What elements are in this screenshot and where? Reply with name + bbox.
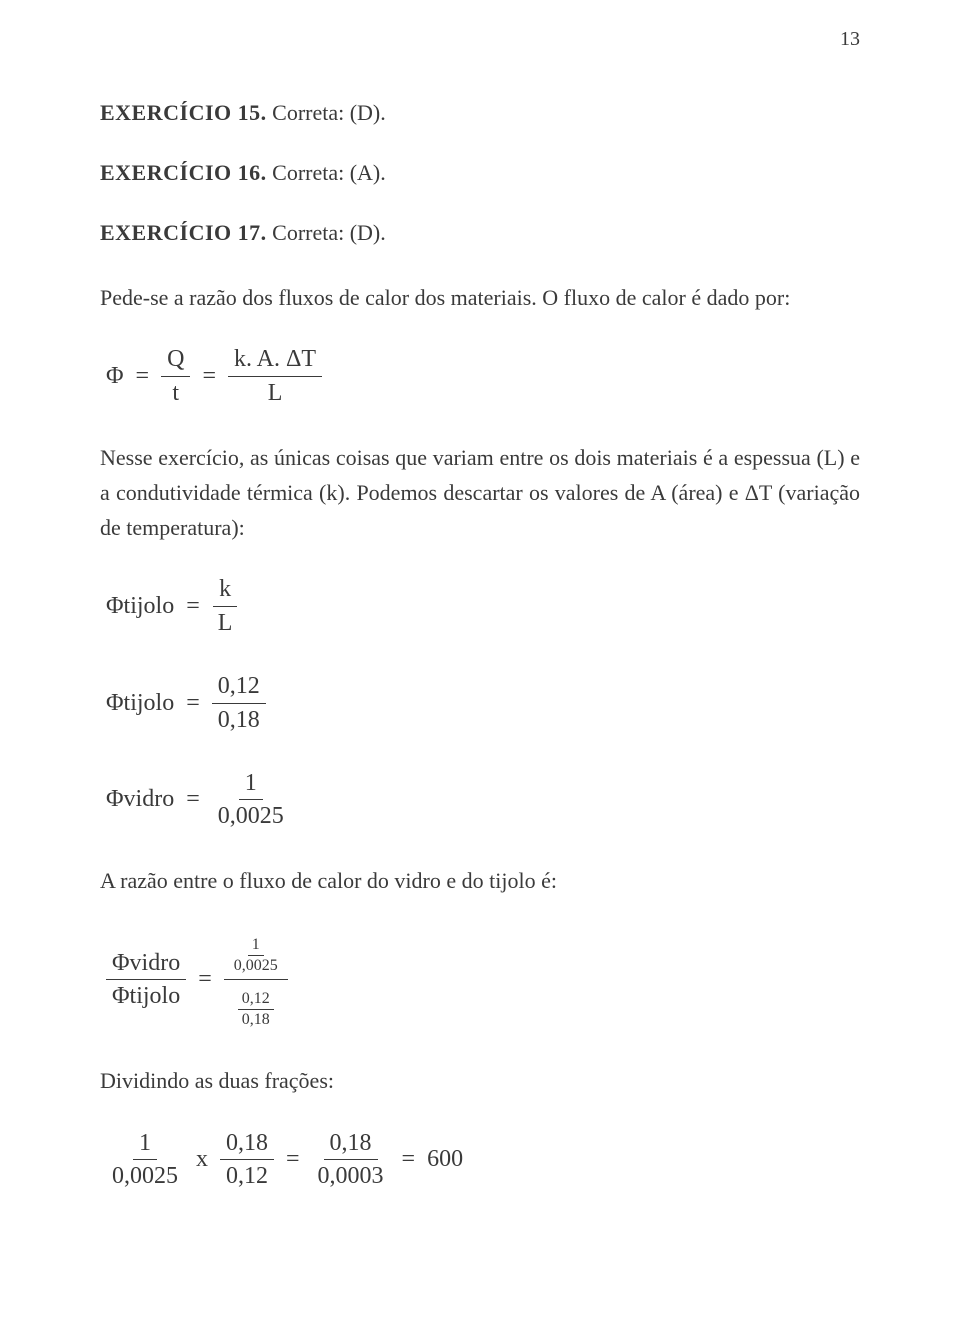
eq5-rhs-bot-num: 0,12: [238, 989, 274, 1010]
exercise-16: EXERCÍCIO 16. Correta: (A).: [100, 160, 860, 186]
paragraph-1: Pede-se a razão dos fluxos de calor dos …: [100, 280, 860, 315]
eq1-equals-1: =: [130, 363, 156, 390]
eq6-times: x: [190, 1146, 214, 1173]
equation-1: Φ = Q t = k. A. ΔT L: [100, 343, 860, 410]
eq5-rhs-top-num: 1: [248, 935, 264, 956]
eq5-rhs-top: 1 0,0025: [224, 926, 288, 980]
exercise-15-title: EXERCÍCIO 15.: [100, 100, 267, 125]
equation-2: Φtijolo = k L: [100, 573, 860, 640]
eq1-frac2-num: k. A. ΔT: [228, 343, 322, 377]
eq1-frac-2: k. A. ΔT L: [228, 343, 322, 410]
eq5-equals: =: [192, 966, 218, 993]
eq6-f3-num: 0,18: [324, 1127, 378, 1161]
exercise-17-answer: Correta: (D).: [267, 220, 386, 245]
eq5-rhs-top-frac: 1 0,0025: [230, 935, 282, 976]
paragraph-2: Nesse exercício, as únicas coisas que va…: [100, 440, 860, 546]
eq6-f2-num: 0,18: [220, 1127, 274, 1161]
eq2-equals: =: [180, 593, 206, 620]
eq3-frac: 0,12 0,18: [212, 670, 266, 737]
eq6-f2-den: 0,12: [220, 1160, 274, 1193]
eq2-den: L: [212, 607, 239, 640]
eq5-lhs-frac: Φvidro Φtijolo: [106, 947, 186, 1014]
eq4-lhs: Φvidro: [100, 786, 180, 813]
eq6-equals-2: =: [396, 1146, 422, 1173]
eq1-frac2-den: L: [262, 377, 289, 410]
eq5-lhs-den: Φtijolo: [106, 980, 186, 1013]
eq1-lhs: Φ: [100, 363, 130, 390]
eq1-frac1-den: t: [166, 377, 185, 410]
eq5-rhs-bot-frac: 0,12 0,18: [238, 989, 274, 1030]
equation-5: Φvidro Φtijolo = 1 0,0025 0,12 0,18: [100, 926, 860, 1033]
eq5-rhs-frac: 1 0,0025 0,12 0,18: [224, 926, 288, 1033]
paragraph-3: A razão entre o fluxo de calor do vidro …: [100, 863, 860, 898]
eq1-equals-2: =: [196, 363, 222, 390]
eq3-num: 0,12: [212, 670, 266, 704]
exercise-16-title: EXERCÍCIO 16.: [100, 160, 267, 185]
exercise-17-title: EXERCÍCIO 17.: [100, 220, 267, 245]
eq6-result: 600: [421, 1146, 469, 1173]
exercise-15: EXERCÍCIO 15. Correta: (D).: [100, 100, 860, 126]
eq3-den: 0,18: [212, 704, 266, 737]
eq6-frac2: 0,18 0,12: [220, 1127, 274, 1194]
eq6-frac3: 0,18 0,0003: [312, 1127, 390, 1194]
paragraph-4: Dividindo as duas frações:: [100, 1063, 860, 1098]
equation-6: 1 0,0025 x 0,18 0,12 = 0,18 0,0003 = 600: [100, 1127, 860, 1194]
eq6-f3-den: 0,0003: [312, 1160, 390, 1193]
eq5-rhs-bot-den: 0,18: [238, 1010, 274, 1030]
eq6-f1-num: 1: [133, 1127, 157, 1161]
eq4-den: 0,0025: [212, 800, 290, 833]
eq1-frac1-num: Q: [161, 343, 190, 377]
eq6-equals-1: =: [280, 1146, 306, 1173]
eq4-num: 1: [239, 767, 263, 801]
exercise-15-answer: Correta: (D).: [267, 100, 386, 125]
eq3-equals: =: [180, 690, 206, 717]
eq5-lhs-num: Φvidro: [106, 947, 186, 981]
eq5-rhs-bot: 0,12 0,18: [232, 980, 280, 1033]
eq3-lhs: Φtijolo: [100, 690, 180, 717]
eq5-rhs-top-den: 0,0025: [230, 956, 282, 976]
page-number: 13: [840, 28, 860, 51]
eq6-f1-den: 0,0025: [106, 1160, 184, 1193]
eq2-frac: k L: [212, 573, 239, 640]
equation-3: Φtijolo = 0,12 0,18: [100, 670, 860, 737]
eq4-frac: 1 0,0025: [212, 767, 290, 834]
eq1-frac-1: Q t: [161, 343, 190, 410]
eq2-num: k: [213, 573, 237, 607]
exercise-17: EXERCÍCIO 17. Correta: (D).: [100, 220, 860, 246]
eq4-equals: =: [180, 786, 206, 813]
exercise-16-answer: Correta: (A).: [267, 160, 386, 185]
equation-4: Φvidro = 1 0,0025: [100, 767, 860, 834]
eq6-frac1: 1 0,0025: [106, 1127, 184, 1194]
eq2-lhs: Φtijolo: [100, 593, 180, 620]
